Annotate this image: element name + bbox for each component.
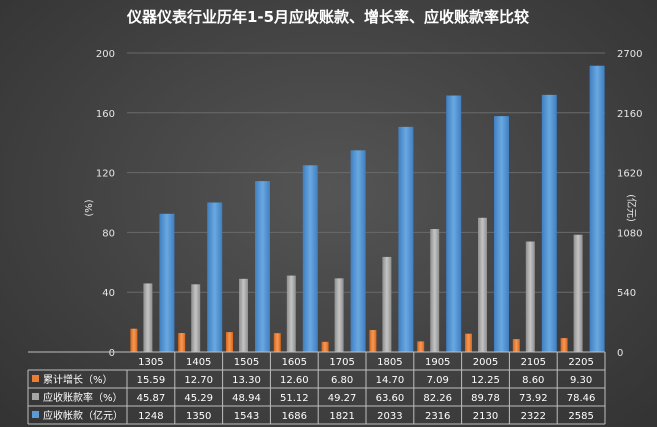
data-cell: 14.70 [376,375,405,386]
axis-ticks: 0 40 80 120 160 200 0 540 1080 1620 2160 2700 [96,49,643,359]
data-cell: 49.27 [328,393,357,404]
data-cell: 12.60 [280,375,309,386]
data-cell: 12.70 [184,375,213,386]
category-label: 2005 [473,357,498,368]
bar-receivable-rate [143,283,153,352]
data-cell: 1821 [329,411,354,422]
bar-receivables [302,165,318,352]
data-cell: 63.60 [376,393,405,404]
data-cell: 7.09 [427,375,449,386]
data-cell: 2322 [521,411,546,422]
bar-growth [417,341,425,352]
data-cell: 1543 [234,411,259,422]
data-cell: 48.94 [232,393,261,404]
right-tick-label: 1080 [617,228,642,239]
bar-growth [369,330,377,352]
bar-receivables [541,94,557,353]
bar-growth [130,328,138,352]
bar-growth [465,333,472,352]
left-tick-label: 0 [109,348,115,359]
right-tick-label: 0 [617,348,623,359]
category-label: 2105 [521,357,546,368]
bar-receivable-rate [286,275,296,352]
bar-receivables [255,181,270,352]
category-label: 1505 [234,357,259,368]
bars [130,65,605,353]
bar-receivable-rate [382,256,392,352]
bar-growth [560,338,568,352]
bar-growth [178,333,186,352]
category-label: 1905 [425,357,450,368]
data-cell: 9.30 [570,375,592,386]
legend-swatch [32,411,39,418]
legend-entry: 应收帐款（亿元） [43,409,123,422]
legend-swatch [32,375,39,382]
data-table: 1305 1405 1505 1605 1705 1805 1905 2005 2105 2205… [27,351,606,425]
category-label: 2205 [568,357,593,368]
data-cell: 78.46 [567,393,596,404]
right-tick-label: 540 [617,288,636,299]
legend-swatch [32,393,39,400]
legend-entry: 应收账款率（%） [43,391,123,404]
data-cell: 12.25 [471,375,500,386]
bar-receivables [350,150,366,352]
bar-growth [226,332,233,352]
bar-receivable-rate [239,278,248,352]
bar-growth [321,341,329,352]
data-cell: 89.78 [471,393,500,404]
bar-receivables [398,126,414,352]
left-tick-label: 40 [102,288,115,299]
bar-receivables [494,116,509,352]
bar-growth [273,333,281,352]
data-cell: 45.87 [137,393,166,404]
bar-receivables [446,95,462,352]
gridlines [127,52,605,293]
data-cell: 45.29 [184,393,213,404]
left-tick-label: 200 [96,49,115,60]
category-label: 1605 [282,357,307,368]
bar-receivable-rate [430,229,440,352]
bar-receivables [159,213,175,352]
bar-receivables [589,65,605,353]
data-cell: 13.30 [232,375,261,386]
bar-receivable-rate [478,217,487,352]
data-cell: 6.80 [331,375,353,386]
right-axis-label: (亿元) [625,194,638,222]
category-label: 1805 [377,357,402,368]
legend-entry: 累计增长（%） [43,373,113,386]
left-tick-label: 120 [96,169,115,180]
left-tick-label: 160 [96,109,115,120]
data-cell: 2130 [473,411,498,422]
bar-receivables [207,202,223,352]
chart-title: 仪器仪表行业历年1-5月应收账款、增长率、应收账款率比较 [126,8,529,26]
data-cell: 82.26 [423,393,452,404]
category-label: 1405 [186,357,211,368]
data-cell: 51.12 [280,393,309,404]
right-tick-label: 1620 [617,169,642,180]
data-cell: 1686 [282,411,307,422]
data-cell: 8.60 [522,375,544,386]
data-cell: 2585 [568,411,593,422]
data-cell: 2316 [425,411,450,422]
bar-receivable-rate [191,284,201,352]
left-tick-label: 80 [102,228,115,239]
category-label: 1305 [138,357,163,368]
category-label: 1705 [329,357,354,368]
data-cell: 73.92 [519,393,548,404]
left-axis-label: (%) [84,199,95,216]
data-cell: 1248 [138,411,163,422]
data-cell: 1350 [186,411,211,422]
right-tick-label: 2160 [617,109,642,120]
bar-growth [512,339,520,352]
data-cell: 2033 [377,411,402,422]
right-tick-label: 2700 [617,49,642,60]
data-cell: 15.59 [137,375,166,386]
bar-receivable-rate [573,234,583,352]
bar-receivable-rate [334,278,344,352]
bar-receivable-rate [525,241,535,352]
